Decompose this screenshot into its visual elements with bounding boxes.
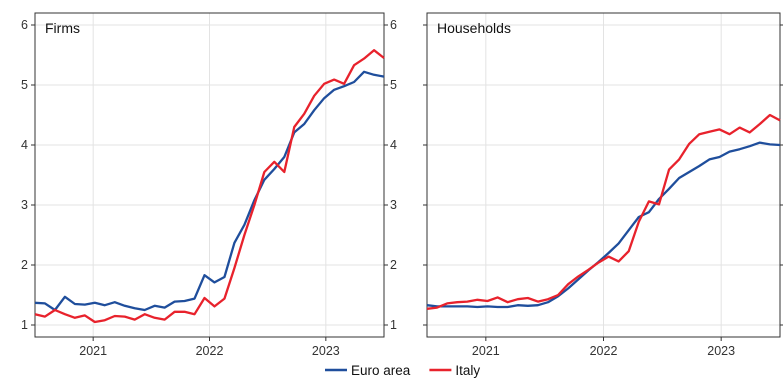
y-tick-label-left: 1 xyxy=(21,318,28,332)
x-tick-label: 2022 xyxy=(590,344,618,358)
x-tick-label: 2021 xyxy=(79,344,107,358)
y-tick-label-left: 4 xyxy=(21,138,28,152)
x-tick-label: 2021 xyxy=(472,344,500,358)
y-tick-label-right: 2 xyxy=(390,258,397,272)
legend: Euro area Italy xyxy=(325,363,480,378)
x-tick-label: 2023 xyxy=(312,344,340,358)
legend-label-italy: Italy xyxy=(455,363,480,378)
y-tick-label-left: 3 xyxy=(21,198,28,212)
series-line-italy xyxy=(34,49,385,324)
y-tick-label-left: 6 xyxy=(21,18,28,32)
panel-title: Households xyxy=(437,20,511,36)
y-tick-label-right: 6 xyxy=(390,18,397,32)
panel-title: Firms xyxy=(45,20,80,36)
y-tick-label-right: 1 xyxy=(390,318,397,332)
panel-firms: 1 1 2 2 3 3 4 4 5 5 6 6 2021 2022 2023 Firms xyxy=(21,12,397,358)
x-tick-label: 2022 xyxy=(196,344,224,358)
y-tick-label-left: 2 xyxy=(21,258,28,272)
y-tick-label-right: 3 xyxy=(390,198,397,212)
y-tick-label-right: 4 xyxy=(390,138,397,152)
y-tick-label-left: 5 xyxy=(21,78,28,92)
x-tick-label: 2023 xyxy=(707,344,735,358)
legend-label-euro-area: Euro area xyxy=(351,363,411,378)
series-line-euro-area xyxy=(426,141,781,309)
series-line-italy xyxy=(426,113,781,310)
series-line-euro-area xyxy=(34,70,385,312)
y-tick-label-right: 5 xyxy=(390,78,397,92)
panel-households: 123456202120222023Households xyxy=(423,12,783,358)
